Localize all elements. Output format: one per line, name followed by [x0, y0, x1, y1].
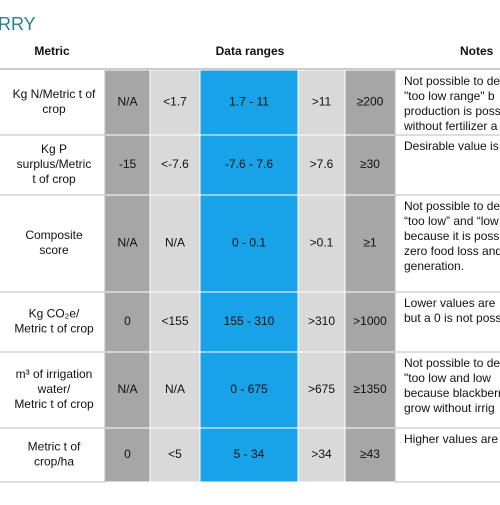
range-cell — [149, 291, 201, 353]
range-text: <155 — [161, 314, 188, 328]
metric-text: surplus/Metric — [17, 157, 92, 171]
metric-text: crop/ha — [34, 455, 74, 469]
note-text: generation. — [404, 259, 464, 273]
metric-text: m³ of irrigation — [16, 367, 93, 381]
range-cell — [104, 291, 151, 353]
note-text: Not possible to de — [404, 74, 500, 88]
note-text: Lower values are — [404, 296, 496, 310]
range-text: >7.6 — [310, 157, 334, 171]
range-text: <-7.6 — [161, 157, 189, 171]
range-text: <5 — [168, 447, 182, 461]
metric-text: Metric t of — [28, 440, 81, 454]
range-cell — [104, 351, 151, 429]
range-cell — [297, 427, 346, 483]
metric-text: Kg P — [41, 142, 67, 156]
metric-text: Kg CO₂e/ — [29, 307, 80, 321]
note-text: Not possible to de — [404, 356, 500, 370]
note-text: “too low” and “low — [404, 214, 499, 228]
note-text: Higher values are — [404, 432, 498, 446]
note-text: production is poss — [404, 104, 500, 118]
range-cell — [199, 194, 299, 293]
range-text: ≥200 — [357, 95, 384, 109]
note-text: without fertilizer a — [403, 119, 498, 133]
range-cell — [344, 351, 396, 429]
note-text: zero food loss and — [404, 244, 500, 258]
metric-text: Metric t of crop — [14, 397, 94, 411]
range-text: >1000 — [353, 314, 387, 328]
range-cell — [149, 427, 201, 483]
note-text: Desirable value is — [404, 139, 499, 153]
range-cell — [149, 351, 201, 429]
range-text: >34 — [311, 447, 332, 461]
range-text: ≥1350 — [353, 382, 387, 396]
metric-text: t of crop — [32, 172, 76, 186]
range-text: N/A — [117, 382, 137, 396]
metric-text: Kg N/Metric t of — [13, 87, 96, 101]
column-header: Notes — [460, 44, 494, 58]
range-text: 0 — [124, 447, 131, 461]
range-cell — [344, 427, 396, 483]
metric-text: water/ — [37, 382, 71, 396]
range-cell — [297, 291, 346, 353]
note-text: Not possible to de — [404, 199, 500, 213]
column-header: Metric — [34, 44, 70, 58]
range-text: ≥43 — [360, 447, 380, 461]
range-text: 155 - 310 — [224, 314, 275, 328]
range-cell — [344, 134, 396, 196]
range-text: N/A — [165, 382, 185, 396]
range-text: ≥1 — [363, 236, 377, 250]
range-cell — [297, 351, 346, 429]
range-cell — [104, 194, 151, 293]
range-text: -15 — [119, 157, 137, 171]
column-header: Data ranges — [216, 44, 285, 58]
range-text: ≥30 — [360, 157, 380, 171]
range-text: 0 — [124, 314, 131, 328]
range-cell — [297, 134, 346, 196]
note-text: grow without irrig — [404, 401, 495, 415]
metric-text: Composite — [25, 228, 83, 242]
range-cell — [199, 134, 299, 196]
range-text: <1.7 — [163, 95, 187, 109]
note-text: because blackberr — [404, 386, 500, 400]
range-text: 5 - 34 — [234, 447, 265, 461]
range-text: -7.6 - 7.6 — [225, 157, 273, 171]
range-text: >11 — [312, 95, 332, 109]
note-text: because it is possi — [404, 229, 500, 243]
note-text: but a 0 is not poss — [404, 311, 500, 325]
range-text: N/A — [117, 95, 137, 109]
range-text: >0.1 — [310, 236, 334, 250]
range-cell — [199, 351, 299, 429]
range-text: N/A — [117, 236, 137, 250]
range-text: N/A — [165, 236, 185, 250]
doc-title: RRY — [0, 14, 36, 34]
metric-text: crop — [42, 102, 66, 116]
metric-text: Metric t of crop — [14, 322, 94, 336]
metric-text: score — [39, 243, 69, 257]
note-text: "too low range" b — [404, 89, 495, 103]
range-text: >675 — [308, 382, 335, 396]
note-text: "too low and low — [404, 371, 491, 385]
range-cell — [344, 194, 396, 293]
range-text: >310 — [308, 314, 335, 328]
range-cell — [149, 69, 201, 136]
range-text: 0 - 675 — [230, 382, 268, 396]
range-text: 0 - 0.1 — [232, 236, 266, 250]
range-text: 1.7 - 11 — [229, 95, 269, 109]
